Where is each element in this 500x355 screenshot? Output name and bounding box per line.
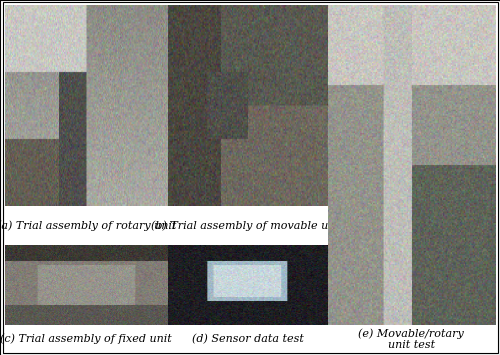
Text: (c) Trial assembly of fixed unit: (c) Trial assembly of fixed unit <box>0 334 172 344</box>
Text: (a) Trial assembly of rotary unit: (a) Trial assembly of rotary unit <box>0 220 176 231</box>
Text: (e) Movable/rotary
unit test: (e) Movable/rotary unit test <box>358 328 464 350</box>
Text: (b) Trial assembly of movable unit: (b) Trial assembly of movable unit <box>152 220 344 231</box>
Text: (d) Sensor data test: (d) Sensor data test <box>192 334 304 344</box>
